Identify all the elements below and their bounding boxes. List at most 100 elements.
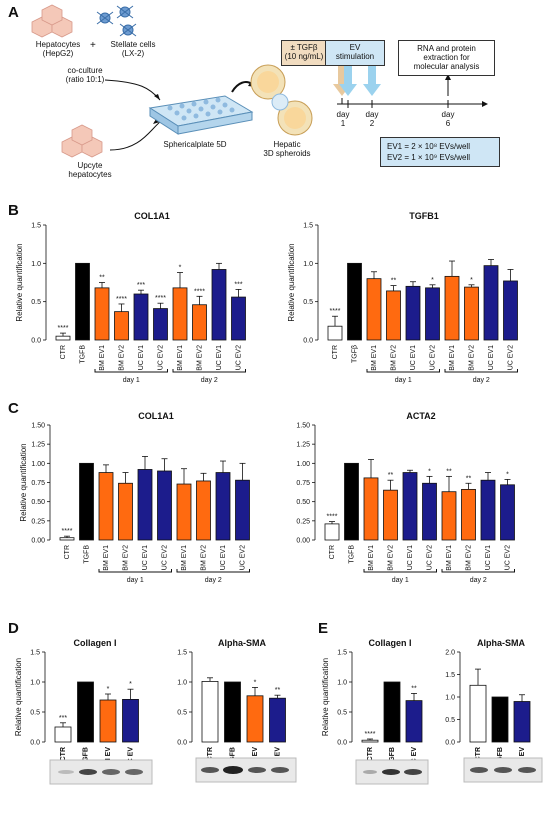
y-axis-label: Relative quantification xyxy=(14,658,23,736)
bar xyxy=(383,681,401,743)
significance-label: * xyxy=(431,277,434,284)
significance-label: * xyxy=(254,679,257,686)
x-tick-label: UC EV xyxy=(411,747,418,769)
coculture-label: co-culture (ratio 10:1) xyxy=(65,66,105,84)
x-tick-label: UC EV2 xyxy=(427,545,434,570)
y-tick-label: 0.5 xyxy=(303,299,313,306)
significance-label: * xyxy=(129,681,132,688)
bar xyxy=(469,684,487,743)
bar xyxy=(137,469,153,541)
x-tick-label: UC EV xyxy=(128,747,135,769)
bar xyxy=(441,491,457,541)
x-tick-label: BM EV1 xyxy=(177,345,184,371)
significance-label: **** xyxy=(327,514,338,521)
bar xyxy=(513,701,531,743)
significance-label: **** xyxy=(194,288,205,295)
x-tick-label: BM EV1 xyxy=(368,545,375,571)
chart-c2: ACTA20.000.250.500.751.001.251.50****CTR… xyxy=(296,411,515,584)
chart-title: Alpha-SMA xyxy=(477,638,525,648)
bar xyxy=(422,482,437,541)
y-tick-label: 1.5 xyxy=(31,223,41,230)
bar xyxy=(464,286,479,341)
x-tick-label: UC EV1 xyxy=(488,345,495,370)
y-tick-label: 0.25 xyxy=(296,518,310,525)
bar xyxy=(500,484,515,541)
y-tick-label: 0.0 xyxy=(31,338,41,345)
y-tick-label: 1.5 xyxy=(337,650,347,657)
x-tick-label: BM EV1 xyxy=(446,545,453,571)
panel-b-letter: B xyxy=(8,202,19,219)
y-axis-label: Relative quantification xyxy=(321,658,330,736)
chart-d1: Collagen I 0.0 0.5 1.0 1.5 Relative quantific… xyxy=(14,638,139,769)
chart-title: ACTA2 xyxy=(406,411,435,421)
chart-b1: COL1A1 0.0 0.5 1.0 1.5 Relative quantificatio… xyxy=(15,211,246,384)
significance-label: * xyxy=(428,468,431,475)
x-tick-label: BM EV2 xyxy=(469,345,476,371)
y-tick-label: 0.0 xyxy=(177,740,187,747)
significance-label: *** xyxy=(137,282,145,289)
sphericalplate-icon xyxy=(148,95,254,135)
y-tick-label: 1.00 xyxy=(296,461,310,468)
x-tick-label: BM EV2 xyxy=(466,545,473,571)
group-bracket xyxy=(176,569,250,573)
hepatocytes-label: Hepatocytes (HepG2) xyxy=(35,40,81,58)
significance-label: ** xyxy=(388,472,394,479)
bar xyxy=(54,726,72,743)
x-tick-label: BM EV1 xyxy=(99,345,106,371)
x-tick-label: CTR xyxy=(332,345,339,359)
group-bracket xyxy=(366,369,440,373)
x-tick-label: UC EV2 xyxy=(158,345,165,370)
y-tick-label: 1.0 xyxy=(445,695,455,702)
significance-label: **** xyxy=(155,295,166,302)
x-tick-label: CTR xyxy=(60,345,67,359)
significance-label: ** xyxy=(275,687,281,694)
x-tick-label: BM EV2 xyxy=(201,545,208,571)
group-label: day 2 xyxy=(205,577,222,584)
x-tick-label: CTR xyxy=(60,747,67,761)
y-tick-label: 1.5 xyxy=(30,650,40,657)
bar xyxy=(235,479,250,541)
x-tick-label: UC EV2 xyxy=(505,545,512,570)
timeline-axis xyxy=(337,98,488,108)
chart-e2: Alpha-SMA 0.0 0.5 1.0 1.5 2.0 CTR TGFB UC EV xyxy=(445,638,531,769)
bar xyxy=(269,697,286,743)
y-tick-label: 1.0 xyxy=(303,261,313,268)
significance-label: ** xyxy=(446,468,452,475)
x-tick-label: UC EV2 xyxy=(162,545,169,570)
y-tick-label: 0.50 xyxy=(296,499,310,506)
x-tick-label: UC EV1 xyxy=(407,545,414,570)
significance-label: *** xyxy=(59,715,67,722)
bar xyxy=(327,325,343,341)
group-label: day 1 xyxy=(127,577,144,584)
bar xyxy=(157,470,172,541)
x-tick-label: CTR xyxy=(475,747,482,761)
significance-label: *** xyxy=(234,281,242,288)
bar xyxy=(491,696,509,743)
significance-label: **** xyxy=(58,325,69,332)
significance-label: * xyxy=(506,471,509,478)
bar xyxy=(444,275,460,341)
x-tick-label: UC EV2 xyxy=(508,345,515,370)
panel-e-letter: E xyxy=(318,620,329,637)
group-bracket xyxy=(441,569,515,573)
bar xyxy=(99,699,117,743)
x-tick-label: BM EV1 xyxy=(371,345,378,371)
x-tick-label: UC EV2 xyxy=(240,545,247,570)
bar xyxy=(425,287,440,341)
day6-label: day 6 xyxy=(441,110,455,128)
bar xyxy=(118,482,133,541)
x-tick-label: UC EV2 xyxy=(430,345,437,370)
bar xyxy=(59,537,75,541)
x-tick-label: CTR xyxy=(367,747,374,761)
bar xyxy=(347,262,362,341)
y-tick-label: 0.5 xyxy=(337,710,347,717)
spheroids-label: Hepatic 3D spheroids xyxy=(263,140,311,158)
x-tick-label: BM EV2 xyxy=(388,545,395,571)
y-tick-label: 0.25 xyxy=(31,518,45,525)
x-tick-label: UC EV xyxy=(519,747,526,769)
y-tick-label: 0.00 xyxy=(296,538,310,545)
day2-label: day 2 xyxy=(365,110,379,128)
significance-label: ** xyxy=(391,278,397,285)
bar xyxy=(133,293,149,341)
